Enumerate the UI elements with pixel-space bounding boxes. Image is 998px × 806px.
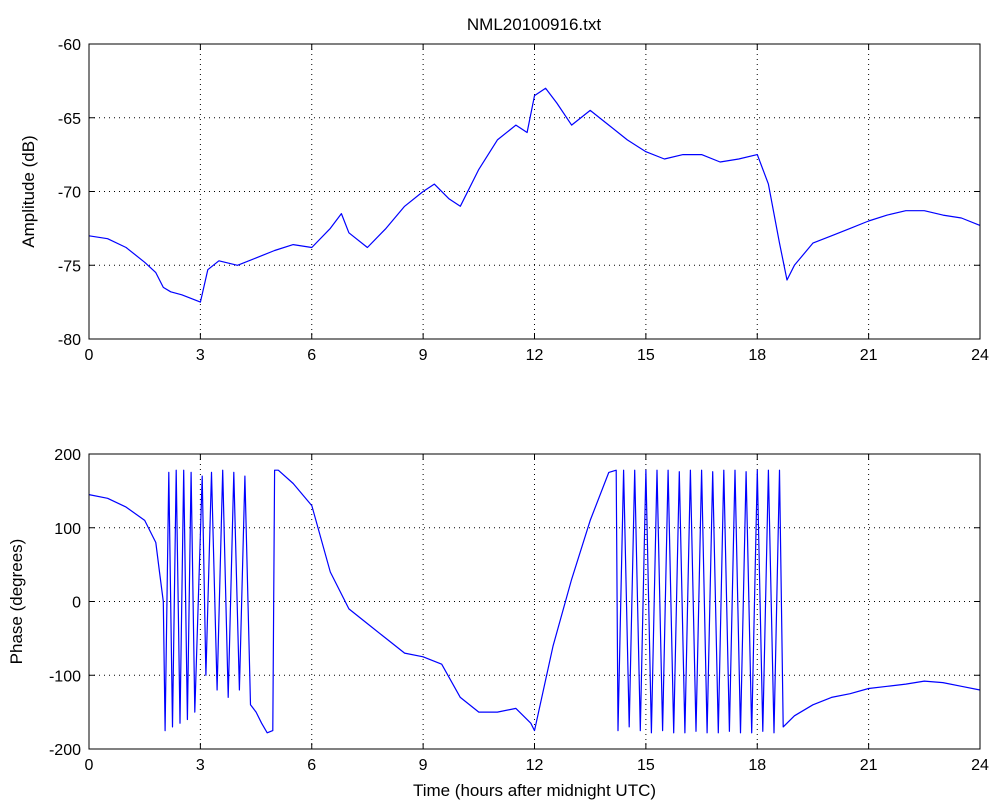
x-tick-label: 3 xyxy=(196,757,205,774)
x-tick-label: 15 xyxy=(637,757,655,774)
y-tick-label: -60 xyxy=(58,37,81,54)
y-tick-label: -100 xyxy=(49,668,81,685)
x-tick-label: 12 xyxy=(526,757,544,774)
x-tick-label: 18 xyxy=(748,757,766,774)
x-tick-label: 21 xyxy=(860,757,878,774)
y-axis-label: Phase (degrees) xyxy=(7,539,26,665)
x-tick-label: 3 xyxy=(196,347,205,364)
phase-plot: 0 3 6 9 12 15 18 21 24 -200 -100 0 100 200 Phase (degr… xyxy=(7,447,989,800)
y-tick-label: -200 xyxy=(49,742,81,759)
x-tick-label: 24 xyxy=(971,757,989,774)
x-tick-label: 12 xyxy=(526,347,544,364)
figure-title: NML20100916.txt xyxy=(467,15,601,34)
x-tick-label: 21 xyxy=(860,347,878,364)
amplitude-plot: 0 3 6 9 12 15 18 21 24 -80 -75 -70 -65 -60 Amplitude (… xyxy=(19,37,989,364)
y-tick-label: -65 xyxy=(58,111,81,128)
x-tick-label: 24 xyxy=(971,347,989,364)
y-tick-label: 200 xyxy=(54,447,81,464)
y-tick-label: -80 xyxy=(58,332,81,349)
y-tick-label: 0 xyxy=(72,595,81,612)
y-tick-label: -75 xyxy=(58,258,81,275)
x-tick-label: 15 xyxy=(637,347,655,364)
x-tick-label: 6 xyxy=(307,757,316,774)
x-tick-label: 0 xyxy=(85,347,94,364)
series-line xyxy=(88,87,981,303)
y-tick-label: 100 xyxy=(54,521,81,538)
y-tick-label: -70 xyxy=(58,185,81,202)
x-axis-label: Time (hours after midnight UTC) xyxy=(413,781,656,800)
y-axis-label: Amplitude (dB) xyxy=(19,135,38,247)
x-tick-label: 9 xyxy=(419,757,428,774)
x-tick-label: 9 xyxy=(419,347,428,364)
x-tick-label: 18 xyxy=(748,347,766,364)
x-tick-label: 0 xyxy=(85,757,94,774)
x-tick-label: 6 xyxy=(307,347,316,364)
series-line xyxy=(88,469,981,734)
